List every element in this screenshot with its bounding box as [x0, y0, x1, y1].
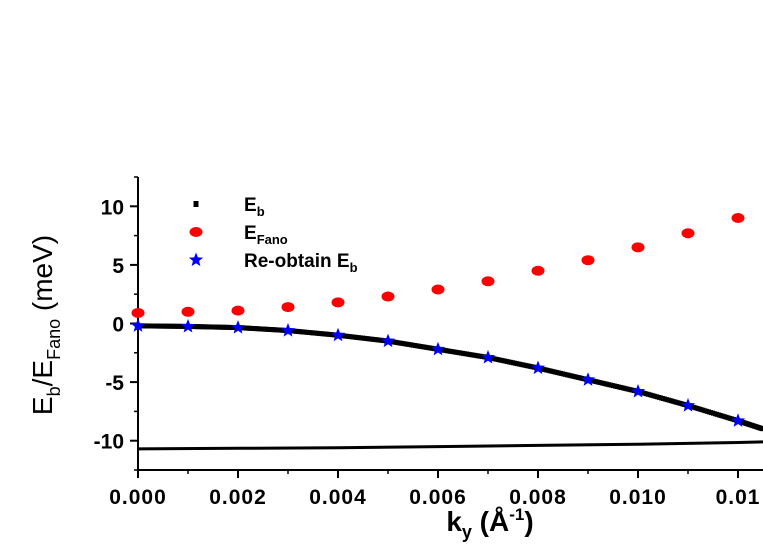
y-tick-label: -10 [94, 431, 124, 454]
legend-label: Eb [244, 195, 265, 219]
ticks: 10 5 0 -5 -10 0.000 0.002 0.004 0.006 0.008 0.010 0… [94, 176, 761, 509]
xlabel-close: ) [524, 506, 533, 537]
xlabel-rest: (Å [472, 506, 509, 537]
y-axis-title: Eb/EFano (meV) [27, 235, 64, 415]
axes [137, 177, 763, 471]
reobtain-point [230, 320, 246, 334]
efano-point [431, 284, 445, 295]
efano-point [131, 307, 145, 318]
xlabel-sup: -1 [509, 505, 524, 524]
efano-point [231, 305, 245, 316]
xlabel-base: k [446, 506, 462, 537]
y-tick-label: 10 [101, 196, 124, 219]
reobtain-point [680, 398, 696, 412]
efano-point [481, 276, 495, 287]
legend-entry: Re-obtain Eb [188, 251, 358, 275]
x-tick-label: 0.004 [309, 486, 367, 509]
reobtain-point [380, 333, 396, 348]
efano-point [531, 265, 545, 276]
legend-entry: Eb [193, 195, 265, 219]
y-tick-label: -5 [105, 372, 124, 395]
ylabel-part-3: (meV) [27, 235, 58, 319]
reobtain-point [530, 360, 546, 375]
legend-marker-square [193, 201, 199, 207]
reobtain-point [430, 341, 446, 356]
x-axis-title: ky (Å-1) [446, 505, 533, 542]
x-tick-label: 0.010 [609, 486, 667, 509]
x-tick-label: 0.000 [109, 486, 167, 509]
efano-point [631, 242, 645, 253]
ylabel-sub-2: Fano [44, 319, 64, 360]
efano-point [581, 255, 595, 266]
legend-marker-star [188, 252, 204, 267]
legend-label: EFano [244, 223, 288, 247]
series-lower-curve [137, 440, 763, 451]
reobtain-point [630, 383, 646, 398]
reobtain-point [130, 318, 146, 332]
legend: Eb EFano Re-obtain Eb [188, 195, 358, 275]
ylabel-sub-1: b [44, 386, 64, 396]
series-e-b [136, 323, 763, 432]
x-tick-label: 0.008 [509, 486, 567, 509]
efano-point [681, 228, 695, 239]
efano-point [281, 302, 295, 313]
efano-point [181, 306, 195, 317]
legend-entry: EFano [189, 223, 288, 247]
reobtain-point [280, 323, 296, 337]
series-e-fano [131, 213, 745, 318]
ylabel-part-1: E [27, 396, 58, 415]
reobtain-point [480, 349, 496, 364]
eb-point [760, 426, 763, 432]
ylabel-part-2: /E [27, 360, 58, 386]
reobtain-point [330, 327, 346, 342]
x-tick-label: 0.002 [209, 486, 267, 509]
reobtain-point [580, 372, 596, 386]
x-tick-label: 0.01 [716, 486, 761, 509]
reobtain-point [730, 413, 746, 427]
curve-line [137, 440, 763, 451]
efano-point [381, 291, 395, 302]
legend-marker-circle [189, 227, 203, 237]
reobtain-point [180, 318, 196, 333]
legend-label: Re-obtain Eb [244, 251, 358, 275]
series [130, 213, 763, 451]
y-tick-label: 0 [112, 314, 124, 337]
xlabel-sub: y [462, 522, 472, 542]
efano-point [331, 297, 345, 308]
y-tick-label: 5 [112, 255, 124, 278]
efano-point [731, 213, 745, 224]
x-tick-label: 0.006 [409, 486, 467, 509]
series-re-obtain-e-b [130, 318, 746, 427]
